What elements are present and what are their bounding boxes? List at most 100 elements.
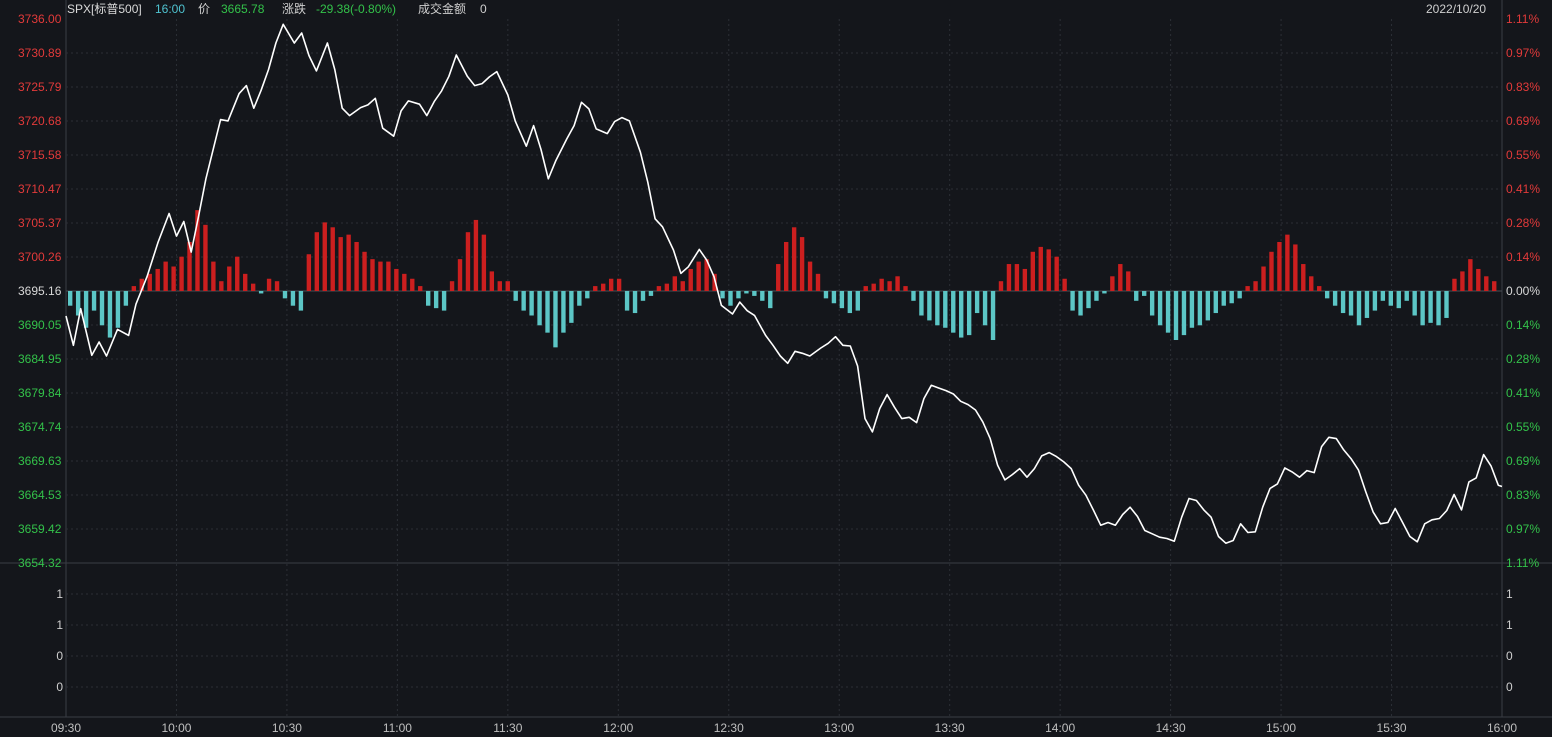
breadth-bar [1253, 281, 1258, 291]
breadth-bar [426, 291, 431, 306]
change-value: -29.38(-0.80%) [316, 2, 397, 16]
breadth-bar [998, 281, 1004, 291]
breadth-bar [1165, 291, 1171, 333]
breadth-bar [943, 291, 948, 328]
symbol-label[interactable]: SPX[标普500] [67, 2, 142, 16]
breadth-bar [115, 291, 121, 328]
breadth-bar [147, 273, 152, 291]
breadth-bar [720, 291, 725, 299]
breadth-bar [736, 291, 741, 299]
y-tick-right: 0.41% [1506, 182, 1540, 196]
breadth-bar [171, 266, 176, 291]
breadth-bar [935, 291, 940, 326]
sub-tick-left: 0 [56, 680, 63, 694]
x-tick-label: 15:00 [1266, 721, 1296, 735]
breadth-bar [919, 291, 924, 316]
breadth-bar [1126, 271, 1131, 291]
breadth-bar [1197, 291, 1203, 326]
breadth-bar [903, 286, 908, 291]
sub-tick-right: 1 [1506, 587, 1513, 601]
breadth-bar [68, 291, 73, 306]
breadth-bar [648, 291, 654, 296]
breadth-bar [433, 291, 439, 309]
breadth-bar [235, 256, 240, 291]
breadth-bar [457, 259, 463, 291]
breadth-bar [871, 283, 876, 291]
breadth-bar [624, 291, 630, 311]
x-tick-label: 09:30 [51, 721, 81, 735]
y-tick-right: 0.55% [1506, 148, 1540, 162]
breadth-bar [664, 283, 670, 291]
breadth-bar [1301, 264, 1306, 291]
breadth-bar [959, 291, 964, 338]
breadth-bar [179, 256, 184, 291]
breadth-bar [1436, 291, 1441, 326]
x-tick-label: 16:00 [1487, 721, 1517, 735]
breadth-bar [1006, 264, 1012, 291]
y-tick-right: 0.97% [1506, 46, 1540, 60]
breadth-bar [203, 224, 208, 291]
breadth-bar [1404, 291, 1409, 301]
breadth-bar [1492, 281, 1497, 291]
breadth-bar [1309, 276, 1314, 291]
x-tick-label: 12:00 [603, 721, 633, 735]
y-tick-right: 0.14% [1506, 250, 1540, 264]
breadth-bar [481, 234, 487, 291]
breadth-bar [895, 276, 900, 291]
breadth-bar [497, 281, 502, 291]
breadth-bar [1189, 291, 1195, 328]
y-tick-left: 3730.89 [18, 46, 62, 60]
y-tick-left: 3695.16 [18, 284, 62, 298]
breadth-bar [274, 281, 280, 291]
breadth-bar [75, 291, 81, 316]
breadth-bar [513, 291, 518, 301]
breadth-bar [1142, 291, 1147, 296]
breadth-bar [1468, 259, 1473, 291]
breadth-bar [1261, 266, 1266, 291]
y-tick-left: 3705.37 [18, 216, 62, 230]
breadth-bar [1364, 291, 1370, 318]
breadth-bar [91, 291, 97, 311]
breadth-bar [505, 281, 510, 291]
breadth-bar [1277, 241, 1282, 291]
breadth-bar [1118, 264, 1123, 291]
sub-tick-right: 0 [1506, 649, 1513, 663]
y-tick-right: 0.41% [1506, 386, 1540, 400]
breadth-bar [672, 276, 677, 291]
y-tick-left: 3679.84 [18, 386, 62, 400]
y-tick-right: 0.97% [1506, 522, 1540, 536]
breadth-bar [219, 281, 224, 291]
x-tick-label: 13:00 [824, 721, 854, 735]
breadth-bar [1476, 268, 1481, 291]
breadth-bar [123, 291, 129, 306]
breadth-bar [1038, 246, 1043, 291]
breadth-bar [951, 291, 956, 333]
breadth-bar [545, 291, 550, 333]
breadth-bar [807, 261, 813, 291]
x-tick-label: 10:30 [272, 721, 302, 735]
breadth-bar [99, 291, 105, 326]
breadth-bar [1293, 244, 1298, 291]
breadth-bar [1022, 268, 1028, 291]
breadth-bar [282, 291, 288, 299]
breadth-bar [83, 291, 89, 328]
breadth-bar [1269, 251, 1274, 291]
breadth-bar [990, 291, 996, 341]
price-line [65, 23, 1503, 545]
breadth-bar [839, 291, 845, 309]
breadth-bar [314, 232, 319, 291]
breadth-bar [155, 268, 160, 291]
breadth-bar [1205, 291, 1211, 321]
y-tick-right: 0.69% [1506, 454, 1540, 468]
breadth-bar [1396, 291, 1401, 309]
breadth-bar [1094, 291, 1099, 301]
breadth-bar [386, 261, 391, 291]
breadth-bar [966, 291, 972, 336]
breadth-bar [107, 291, 113, 338]
breadth-bar [696, 261, 701, 291]
breadth-bar [187, 241, 192, 291]
breadth-bar [601, 283, 606, 291]
breadth-bar [776, 264, 781, 291]
y-tick-right: 0.28% [1506, 352, 1540, 366]
